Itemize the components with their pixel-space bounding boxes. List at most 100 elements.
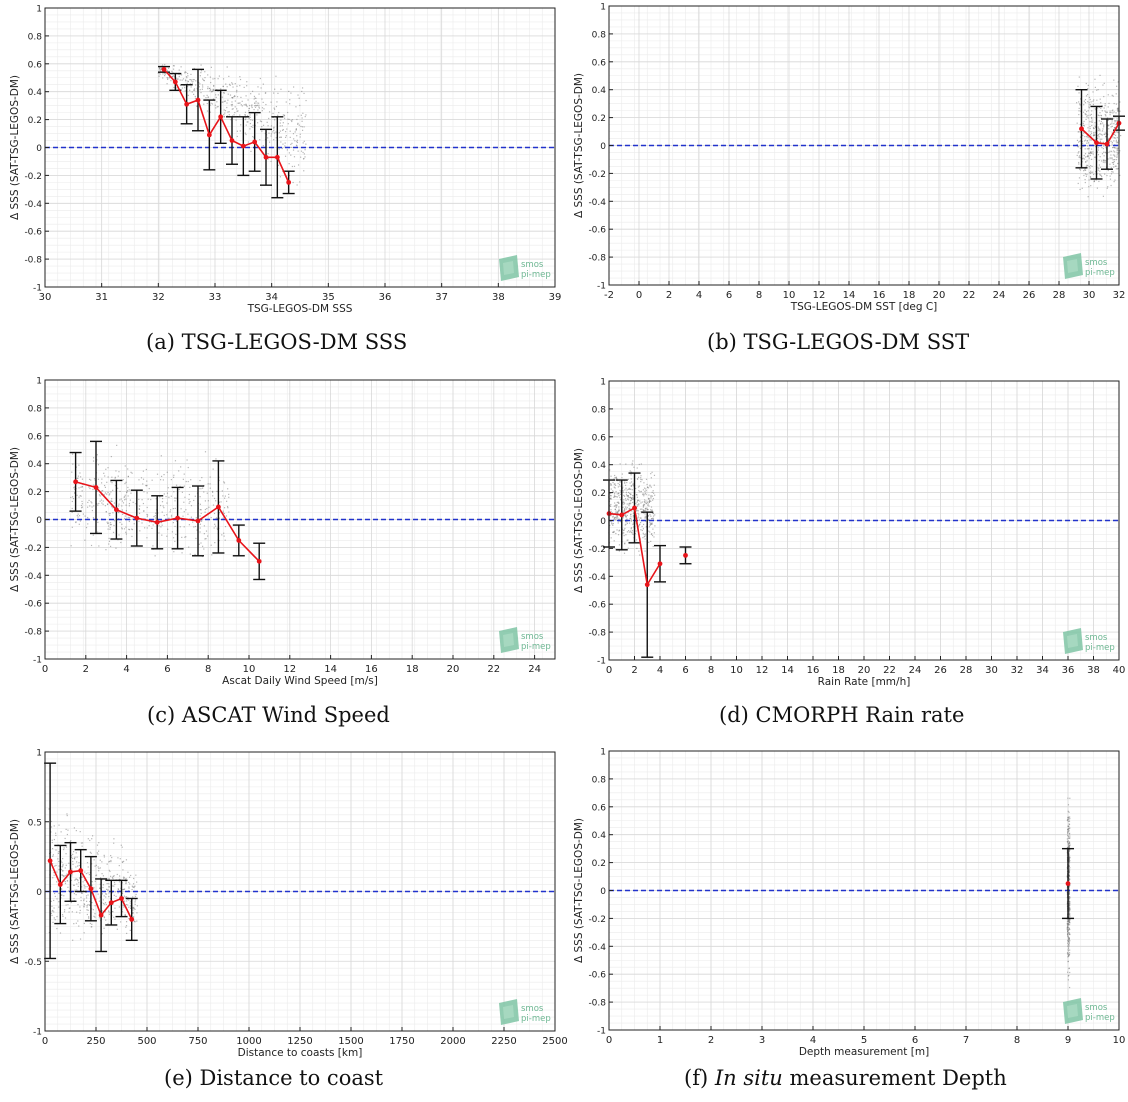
scatter-point — [199, 508, 201, 511]
scatter-point — [284, 145, 286, 147]
scatter-point — [125, 925, 128, 927]
scatter-point — [618, 493, 620, 495]
scatter-point — [121, 882, 123, 884]
scatter-point — [635, 502, 637, 505]
scatter-point — [78, 464, 80, 466]
scatter-point — [649, 500, 651, 502]
scatter-point — [1108, 138, 1110, 140]
scatter-point — [74, 492, 76, 494]
scatter-point — [290, 146, 292, 148]
scatter-point — [108, 513, 110, 515]
scatter-point — [617, 517, 619, 519]
scatter-point — [89, 839, 91, 842]
scatter-point — [613, 496, 615, 498]
scatter-point — [107, 522, 109, 525]
scatter-point — [123, 876, 125, 878]
scatter-point — [134, 908, 136, 910]
x-tick-label: 39 — [549, 292, 562, 303]
scatter-point — [1068, 912, 1071, 914]
scatter-point — [1119, 174, 1121, 176]
scatter-point — [57, 858, 59, 860]
scatter-point — [1101, 134, 1103, 136]
x-tick-label: 24 — [909, 665, 922, 676]
x-tick-label: 750 — [188, 1036, 207, 1047]
scatter-point — [628, 487, 630, 490]
scatter-point — [614, 518, 616, 520]
scatter-point — [1116, 131, 1118, 133]
scatter-point — [145, 468, 147, 471]
scatter-point — [643, 503, 645, 506]
scatter-point — [1113, 122, 1115, 125]
scatter-point — [199, 527, 201, 529]
scatter-point — [80, 896, 82, 898]
scatter-point — [189, 78, 191, 81]
scatter-point — [1114, 165, 1116, 167]
scatter-point — [238, 102, 240, 104]
scatter-point — [131, 888, 133, 891]
scatter-point — [243, 104, 245, 106]
scatter-point — [113, 875, 115, 877]
scatter-point — [626, 539, 628, 541]
scatter-point — [132, 909, 134, 911]
scatter-point — [55, 864, 57, 867]
scatter-point — [305, 143, 307, 145]
scatter-point — [270, 160, 272, 163]
scatter-point — [1087, 114, 1089, 117]
scatter-point — [1107, 139, 1109, 141]
mean-line — [163, 68, 290, 183]
scatter-point — [1085, 165, 1087, 167]
tick-labels: 0 2 4 6 8 10 12 14 16 18 20 22 24-1-0.8-0.6-0.4-0.20… — [24, 377, 541, 676]
scatter-point — [1098, 167, 1100, 170]
scatter-point — [154, 512, 157, 514]
scatter-point — [650, 497, 652, 499]
scatter-point — [1093, 173, 1095, 176]
scatter-point — [630, 502, 632, 504]
scatter-point — [1116, 118, 1118, 120]
y-tick-label: 1 — [36, 377, 42, 387]
scatter-point — [1100, 120, 1102, 123]
scatter-point — [614, 484, 617, 486]
scatter-point — [1100, 102, 1102, 104]
scatter-point — [1117, 109, 1119, 112]
scatter-point — [1114, 121, 1116, 123]
scatter-point — [225, 515, 228, 517]
scatter-point — [630, 520, 632, 522]
scatter-point — [58, 824, 60, 826]
scatter-point — [185, 80, 187, 82]
scatter-point — [305, 114, 307, 116]
scatter-point — [1066, 920, 1069, 923]
scatter-point — [650, 496, 652, 498]
scatter-point — [113, 838, 115, 840]
scatter-point — [222, 512, 224, 514]
scatter-point — [288, 90, 290, 93]
scatter-point — [107, 467, 109, 469]
scatter-point — [1099, 74, 1101, 76]
scatter-point — [614, 505, 616, 507]
scatter-point — [1107, 158, 1109, 160]
scatter-point — [125, 882, 127, 885]
scatter-point — [108, 886, 110, 888]
scatter-point — [50, 826, 53, 828]
scatter-point — [123, 900, 126, 902]
scatter-point — [204, 500, 206, 502]
scatter-point — [117, 505, 120, 507]
scatter-point — [648, 505, 650, 507]
scatter-point — [641, 479, 643, 481]
scatter-point — [105, 919, 107, 921]
scatter-point — [172, 476, 175, 478]
scatter-point — [138, 520, 140, 522]
scatter-point — [111, 500, 113, 503]
scatter-point — [1078, 177, 1081, 179]
scatter-point — [107, 476, 109, 478]
scatter-point — [93, 886, 95, 889]
scatter-point — [207, 535, 209, 537]
scatter-point — [75, 878, 77, 880]
y-tick-label: 1 — [600, 3, 606, 13]
scatter-point — [630, 516, 632, 518]
scatter-point — [1109, 175, 1111, 177]
scatter-point — [1091, 110, 1093, 112]
scatter-point — [1116, 85, 1118, 87]
scatter-point — [121, 911, 124, 913]
scatter-point — [146, 514, 149, 516]
scatter-point — [65, 874, 67, 877]
